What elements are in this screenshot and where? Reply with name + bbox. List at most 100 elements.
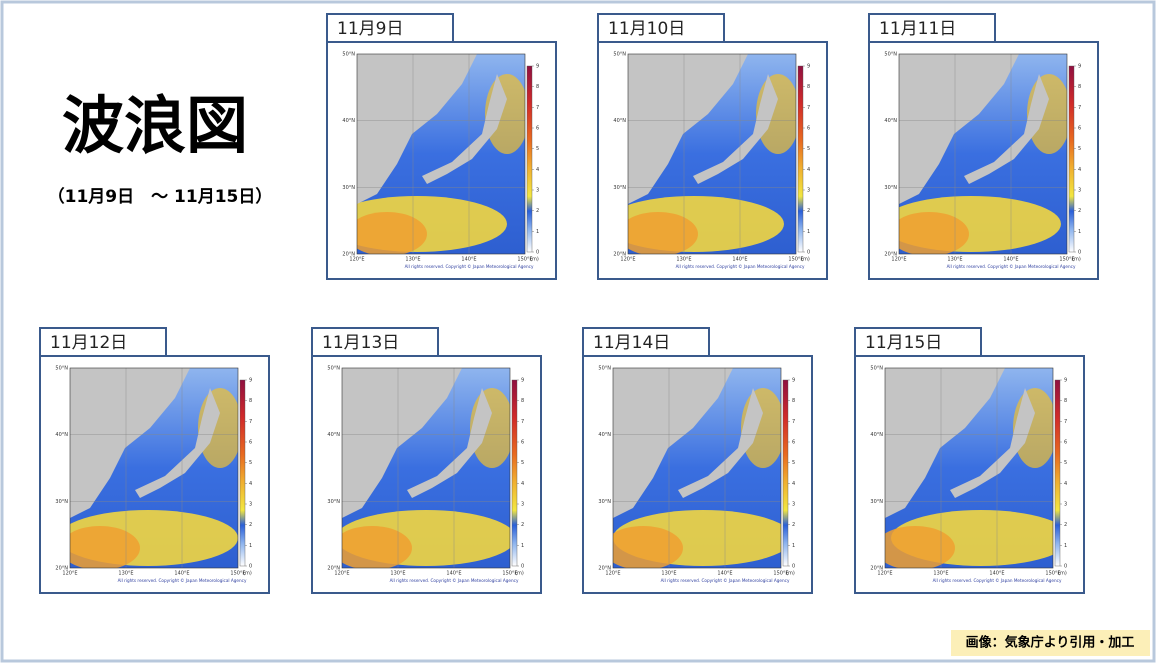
colorbar [239,379,246,567]
colorbar [511,379,518,567]
lon-label: 120°E [620,257,635,263]
colorbar-tick-label: 8 [521,398,524,404]
colorbar-tick-label: 4 [807,167,810,173]
colorbar-tick-label: 6 [792,440,795,446]
land [70,368,190,518]
date-tab [39,327,167,357]
date-label: 11月12日 [50,333,127,353]
colorbar-tick-label: 7 [1064,419,1067,425]
unit: (m) [801,257,810,263]
copyright: All rights reserved. Copyright © Japan M… [405,264,534,269]
colorbar-tick-label: 0 [1078,250,1081,256]
lon-label: 150°E [773,571,788,577]
lat-label: 30°N [342,185,355,191]
lon-label: 130°E [390,571,405,577]
colorbar-tick-label: 5 [536,146,539,152]
land [613,368,733,518]
date-tab [854,327,982,357]
lon-label: 150°E [502,571,517,577]
colorbar-tick-label: 8 [1064,398,1067,404]
lat-label: 20°N [884,252,897,258]
colorbar-tick-label: 4 [521,481,524,487]
colorbar-tick-label: 7 [1078,105,1081,111]
colorbar-tick-label: 5 [792,460,795,466]
lat-label: 40°N [884,118,897,124]
date-label: 11月15日 [865,333,942,353]
lat-label: 40°N [55,432,68,438]
lon-label: 140°E [1003,257,1018,263]
colorbar-tick-label: 7 [521,419,524,425]
colorbar-tick-label: 8 [536,84,539,90]
land [135,388,220,498]
colorbar-tick-label: 0 [249,564,252,570]
land [628,54,748,204]
lon-label: 140°E [446,571,461,577]
colorbar [526,65,533,253]
lat-label: 20°N [342,252,355,258]
wave-area [628,212,698,254]
land [885,368,1005,518]
lon-label: 130°E [118,571,133,577]
colorbar [1054,379,1061,567]
lon-label: 150°E [788,257,803,263]
colorbar-tick-label: 1 [521,543,524,549]
lat-label: 30°N [613,185,626,191]
map [885,368,1053,568]
lat-label: 40°N [870,432,883,438]
map-border [612,367,782,569]
colorbar-tick-label: 9 [1064,378,1067,384]
map-border [69,367,239,569]
colorbar-tick-label: 1 [792,543,795,549]
map [357,54,525,254]
colorbar-tick-label: 5 [807,146,810,152]
copyright: All rights reserved. Copyright © Japan M… [947,264,1076,269]
map-border [341,367,511,569]
colorbar-tick-label: 6 [521,440,524,446]
lat-label: 30°N [870,499,883,505]
date-label: 11月10日 [608,19,685,39]
colorbar-tick-label: 5 [1078,146,1081,152]
colorbar-tick-label: 9 [536,64,539,70]
wave-area [899,212,969,254]
colorbar-tick-label: 1 [1064,543,1067,549]
colorbar-tick-label: 2 [1064,522,1067,528]
lat-label: 50°N [870,366,883,372]
colorbar-tick-label: 0 [536,250,539,256]
title: 波浪図 [62,89,248,162]
lat-label: 30°N [884,185,897,191]
wave-area [885,526,955,568]
colorbar [782,379,789,567]
colorbar-tick-label: 3 [536,188,539,194]
lat-label: 50°N [598,366,611,372]
colorbar-tick-label: 9 [249,378,252,384]
date-label: 11月13日 [322,333,399,353]
colorbar-tick-label: 8 [1078,84,1081,90]
colorbar-tick-label: 6 [249,440,252,446]
unit: (m) [515,571,524,577]
lat-label: 40°N [598,432,611,438]
colorbar-tick-label: 6 [1064,440,1067,446]
colorbar-tick-label: 2 [249,522,252,528]
lon-label: 120°E [877,571,892,577]
lat-label: 20°N [327,566,340,572]
colorbar-tick-label: 8 [249,398,252,404]
lat-label: 40°N [613,118,626,124]
date-tab [326,13,454,43]
map-border [884,367,1054,569]
map-border [898,53,1068,255]
colorbar [1068,65,1075,253]
wave-area [342,526,412,568]
colorbar-tick-label: 4 [1078,167,1081,173]
lat-label: 30°N [327,499,340,505]
colorbar-tick-label: 0 [792,564,795,570]
lon-label: 150°E [1059,257,1074,263]
date-label: 11月14日 [593,333,670,353]
land [407,388,492,498]
colorbar-tick-label: 2 [1078,208,1081,214]
date-tab [868,13,996,43]
copyright: All rights reserved. Copyright © Japan M… [390,578,519,583]
lat-label: 50°N [55,366,68,372]
colorbar [797,65,804,253]
